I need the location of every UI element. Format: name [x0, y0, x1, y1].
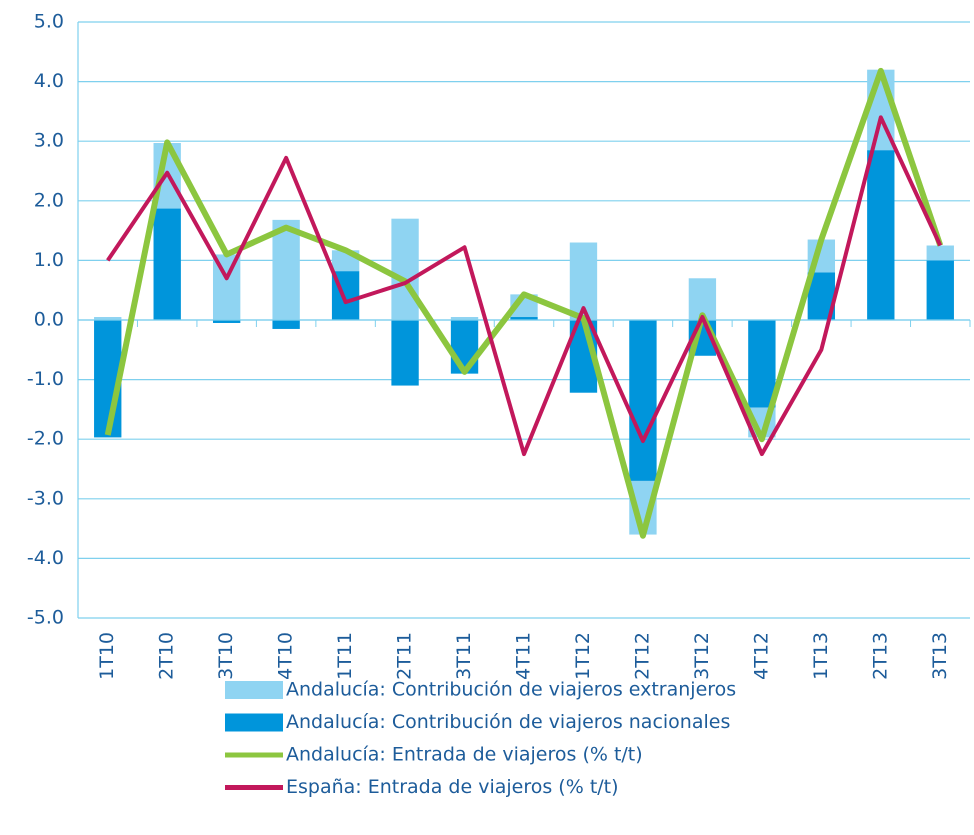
bar [272, 219, 300, 320]
legend-label: Andalucía: Entrada de viajeros (% t/t) [286, 744, 643, 766]
x-tick-label: 1T12 [572, 632, 594, 680]
bar [748, 320, 776, 408]
x-tick-label: 1T11 [334, 632, 356, 680]
y-tick-label: 4.0 [34, 70, 64, 92]
x-tick-label: 2T13 [869, 632, 891, 680]
x-tick-label: 1T10 [96, 632, 118, 680]
legend-label: Andalucía: Contribución de viajeros extr… [286, 679, 736, 701]
bar [391, 218, 419, 320]
legend-swatch [225, 713, 283, 732]
y-tick-label: -3.0 [27, 487, 64, 509]
x-tick-label: 2T10 [156, 632, 178, 680]
bar [510, 317, 538, 320]
bar [94, 317, 122, 320]
x-tick-label: 1T13 [810, 632, 832, 680]
y-tick-label: 5.0 [34, 11, 64, 33]
y-tick-label: -1.0 [27, 368, 64, 390]
bar [153, 208, 181, 320]
line-series [106, 115, 943, 457]
x-tick-label: 4T12 [750, 632, 772, 680]
bar [629, 320, 657, 481]
legend-label: España: Entrada de viajeros (% t/t) [286, 776, 619, 798]
x-tick-label: 2T12 [631, 632, 653, 680]
x-tick-label: 3T13 [929, 632, 951, 680]
bar [450, 317, 479, 320]
y-tick-label: -5.0 [27, 607, 64, 629]
legend-swatch [225, 681, 283, 699]
x-tick-label: 4T10 [275, 632, 297, 680]
legend-label: Andalucía: Contribución de viajeros naci… [286, 711, 730, 733]
y-tick-label: 3.0 [34, 130, 64, 152]
bar [926, 260, 954, 320]
x-tick-label: 4T11 [513, 632, 535, 680]
bar [272, 320, 300, 329]
x-tick-label: 3T12 [691, 632, 713, 680]
line-series [104, 67, 944, 539]
x-tick-label: 3T11 [453, 632, 475, 680]
y-tick-label: -2.0 [27, 428, 64, 450]
y-tick-label: 2.0 [34, 189, 64, 211]
x-tick-label: 3T10 [215, 632, 237, 680]
bar [212, 320, 241, 323]
bar [867, 150, 895, 320]
y-tick-label: 1.0 [34, 249, 64, 271]
x-tick-label: 2T11 [394, 632, 416, 680]
y-tick-label: -4.0 [27, 547, 64, 569]
y-tick-label: 0.0 [34, 309, 64, 331]
bar [926, 245, 954, 261]
bar [391, 320, 419, 386]
bar [450, 320, 479, 374]
